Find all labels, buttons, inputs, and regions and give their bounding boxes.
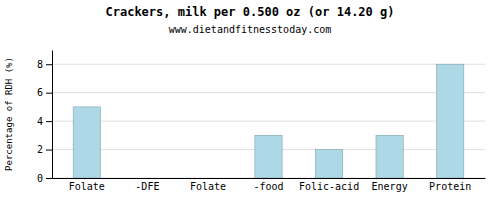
x-tick-label: Folate [190, 181, 226, 192]
y-tick-mark [46, 93, 52, 94]
bar [73, 107, 100, 178]
grid [52, 64, 485, 178]
y-axis-line [52, 51, 53, 179]
y-tick-mark [46, 150, 52, 151]
bar [255, 135, 282, 178]
grid-line [52, 64, 485, 65]
x-tick-label: Folic-acid [299, 181, 359, 192]
y-axis-title: Percentage of RDH (%) [4, 57, 14, 171]
grid-line [52, 92, 485, 93]
x-tick: -food [253, 181, 283, 192]
bar [134, 178, 161, 179]
bar [376, 135, 403, 178]
x-tick: Protein [429, 181, 471, 192]
title: Crackers, milk per 0.500 oz (or 14.20 g) [106, 5, 395, 19]
y-tick: 2 [37, 144, 52, 155]
y-tick: 4 [37, 116, 52, 127]
x-tick: -DFE [135, 181, 159, 192]
bars [73, 64, 464, 178]
y-tick: 0 [37, 173, 52, 184]
subtitle: www.dietandfitnesstoday.com [169, 24, 332, 35]
chart: Crackers, milk per 0.500 oz (or 14.20 g)… [0, 0, 500, 200]
x-tick-label: -food [253, 181, 283, 192]
y-tick-mark [46, 64, 52, 65]
y-tick: 8 [37, 59, 52, 70]
x-tick-label: -DFE [135, 181, 159, 192]
y-tick-label: 4 [37, 116, 43, 127]
y-tick-label: 8 [37, 59, 43, 70]
x-tick-label: Folate [69, 181, 105, 192]
plot: 0 2 4 6 8 Folate -DFE Folate -food Folic-acid Ener… [37, 51, 486, 193]
x-tick: Energy [372, 181, 408, 192]
x-axis-line [53, 178, 486, 179]
x-tick-label: Protein [429, 181, 471, 192]
x-tick: Folic-acid [299, 181, 359, 192]
grid-line [52, 121, 485, 122]
x-tick-label: Energy [372, 181, 408, 192]
bar [315, 150, 342, 178]
y-tick-label: 6 [37, 87, 43, 98]
y-axis: 0 2 4 6 8 [37, 51, 53, 184]
bar [437, 64, 464, 178]
x-tick: Folate [69, 181, 105, 192]
y-tick-label: 0 [37, 173, 43, 184]
x-axis: Folate -DFE Folate -food Folic-acid Energy Pro… [53, 179, 486, 193]
y-tick-label: 2 [37, 144, 43, 155]
bar [194, 178, 221, 179]
y-tick-mark [46, 121, 52, 122]
y-tick: 6 [37, 87, 52, 98]
y-tick-mark [46, 178, 52, 179]
x-tick: Folate [190, 181, 226, 192]
